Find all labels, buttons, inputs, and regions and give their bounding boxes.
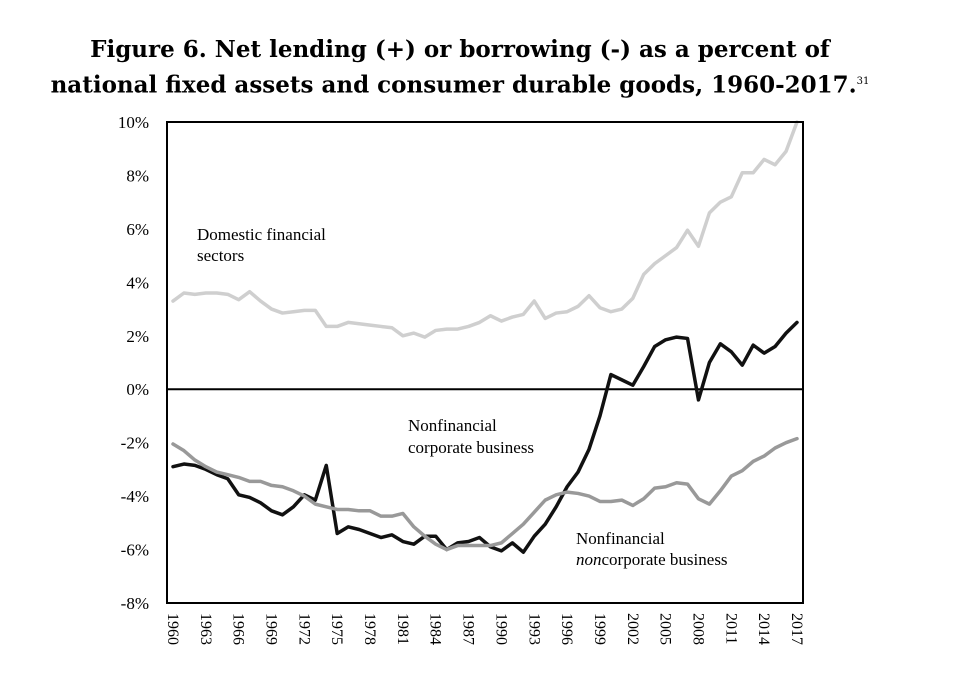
annotation-financial-2: sectors (197, 246, 244, 265)
y-tick-label: 0% (126, 380, 149, 399)
x-tick-label: 1966 (230, 613, 247, 645)
y-tick-label: 2% (126, 327, 149, 346)
series-line-corporate (171, 320, 799, 554)
x-tick-label: 1999 (591, 613, 608, 645)
x-tick-label: 1975 (328, 613, 345, 645)
x-tick-label: 2014 (755, 613, 772, 645)
x-tick-label: 1960 (164, 613, 181, 645)
x-tick-label: 2011 (722, 613, 739, 644)
chart-title-line-1: Figure 6. Net lending (+) or borrowing (… (0, 34, 920, 66)
y-axis: 10% 8% 6% 4% 2% 0% -2% -4% -6% -8% (118, 113, 149, 613)
x-tick-label: 1981 (394, 613, 411, 645)
annotation-noncorporate-italic: non (576, 550, 602, 569)
x-tick-label: 1984 (427, 613, 444, 645)
chart-title-line-2: national fixed assets and consumer durab… (0, 66, 920, 102)
x-tick-label: 1996 (558, 613, 575, 645)
x-tick-label: 1990 (492, 613, 509, 645)
annotation-noncorporate-rest: corporate business (602, 550, 728, 569)
chart-title-block: Figure 6. Net lending (+) or borrowing (… (0, 34, 920, 102)
x-tick-label: 1969 (263, 613, 280, 645)
y-tick-label: 4% (126, 273, 149, 292)
x-axis: 1960 1963 1966 1969 1972 1975 1978 1981 1984 1987… (164, 613, 805, 645)
y-tick-label: -2% (121, 434, 149, 453)
chart-title-text-2: national fixed assets and consumer durab… (50, 71, 857, 99)
chart-title-text-1: Figure 6. Net lending (+) or borrowing (… (90, 36, 830, 63)
annotation-corporate-2: corporate business (408, 438, 534, 457)
x-tick-label: 2005 (657, 613, 674, 645)
annotation-financial-1: Domestic financial (197, 225, 326, 244)
x-tick-label: 1993 (525, 613, 542, 645)
x-tick-label: 1972 (295, 613, 312, 645)
footnote-marker: 31 (856, 76, 870, 87)
annotation-corporate-1: Nonfinancial (408, 416, 497, 435)
y-tick-label: 8% (126, 166, 149, 185)
x-tick-label: 1978 (361, 613, 378, 645)
y-tick-label: -8% (121, 594, 149, 613)
x-tick-label: 1987 (460, 613, 477, 645)
y-tick-label: -6% (121, 541, 149, 560)
series-line-financial (171, 120, 799, 339)
annotation-noncorporate-2: noncorporate business (576, 550, 728, 569)
y-tick-label: -4% (121, 487, 149, 506)
annotation-noncorporate-1: Nonfinancial (576, 529, 665, 548)
series-layer (171, 120, 799, 554)
x-tick-label: 2008 (689, 613, 706, 645)
x-tick-label: 2002 (624, 613, 641, 645)
x-tick-label: 2017 (788, 613, 805, 645)
y-tick-label: 6% (126, 220, 149, 239)
x-tick-label: 1963 (197, 613, 214, 645)
plot-frame (166, 121, 804, 604)
y-tick-label: 10% (118, 113, 149, 132)
series-line-noncorporate (171, 436, 799, 552)
